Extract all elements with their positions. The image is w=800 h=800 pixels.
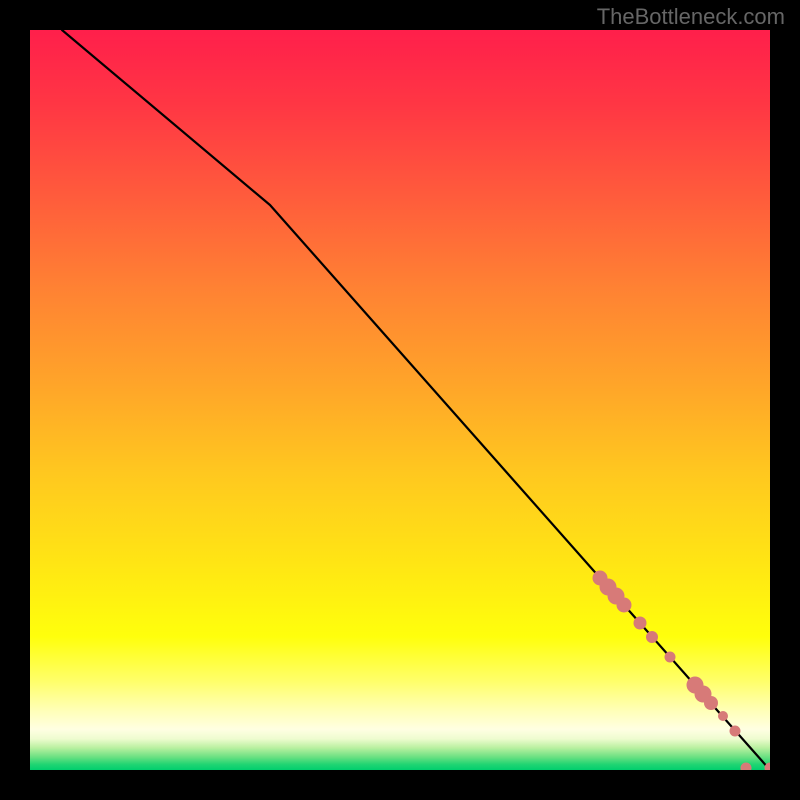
- data-marker: [704, 696, 718, 710]
- data-marker: [634, 617, 647, 630]
- data-marker: [730, 726, 741, 737]
- data-marker: [665, 652, 676, 663]
- chart-svg: [30, 30, 770, 770]
- data-marker: [718, 711, 728, 721]
- chart-container: TheBottleneck.com: [0, 0, 800, 800]
- gradient-background: [30, 30, 770, 770]
- data-marker: [617, 598, 632, 613]
- watermark-label: TheBottleneck.com: [597, 4, 785, 30]
- data-marker: [646, 631, 658, 643]
- plot-area: [30, 30, 770, 770]
